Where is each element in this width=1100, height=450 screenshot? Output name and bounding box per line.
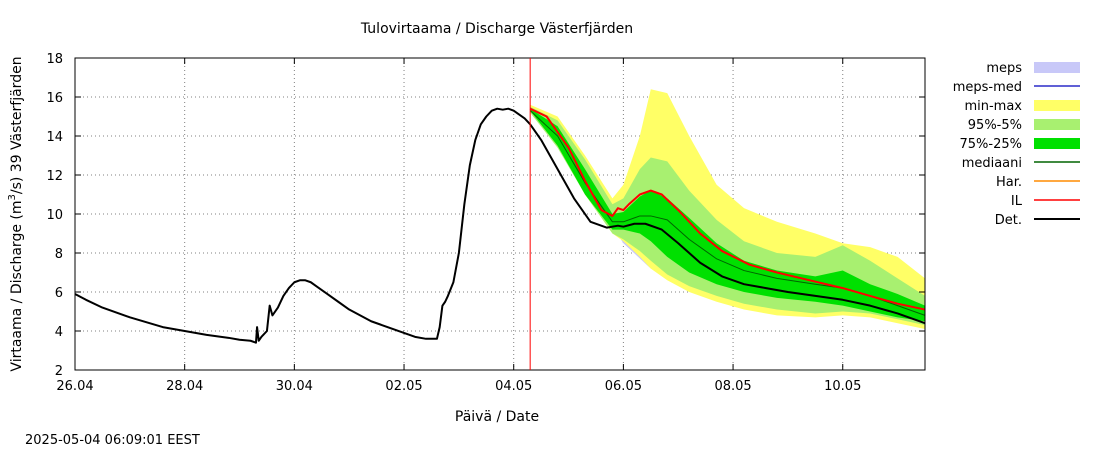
legend-label: meps-med	[953, 80, 1022, 95]
y-axis-label: Virtaama / Discharge (m3/s) 39 Västerfjä…	[7, 56, 25, 371]
y-axis-label-part2: /s) 39 Västerfjärden	[9, 56, 25, 194]
axis-ticks: 26.04 28.04 30.04 02.05 04.05 06.05 08.05 10.05…	[46, 52, 925, 394]
x-tick-label: 30.04	[276, 379, 313, 394]
plot-area-frame	[74, 57, 926, 371]
y-tick-label: 2	[55, 364, 63, 379]
series-il	[529, 107, 926, 311]
legend-label: meps	[986, 61, 1022, 76]
legend-label: 95%-5%	[968, 118, 1022, 133]
legend-label: 75%-25%	[960, 137, 1022, 152]
legend-label: Har.	[996, 175, 1022, 190]
legend-swatch	[1034, 100, 1080, 111]
legend-label: IL	[1011, 194, 1023, 209]
x-tick-label: 08.05	[714, 379, 751, 394]
legend-swatch	[1034, 62, 1080, 73]
x-tick-label: 26.04	[56, 379, 93, 394]
grid-lines	[75, 58, 925, 370]
legend: meps meps-med min-max 95%-5% 75%-25% mediaani…	[953, 61, 1080, 228]
forecast-bands	[530, 89, 925, 330]
y-tick-label: 18	[46, 52, 63, 67]
timestamp: 2025-05-04 06:09:01 EEST	[25, 433, 200, 448]
band-95-5-	[530, 106, 925, 326]
series-lines	[74, 107, 926, 344]
legend-swatch	[1034, 119, 1080, 130]
y-tick-label: 6	[55, 286, 63, 301]
legend-label: mediaani	[962, 156, 1022, 171]
y-axis-label-superscript: 3	[7, 194, 18, 200]
y-tick-label: 8	[55, 247, 63, 262]
x-tick-label: 06.05	[605, 379, 642, 394]
chart-title: Tulovirtaama / Discharge Västerfjärden	[360, 21, 633, 37]
y-axis-label-part1: Virtaama / Discharge (m	[9, 201, 25, 372]
y-tick-label: 10	[46, 208, 63, 223]
legend-label: Det.	[995, 213, 1022, 228]
legend-swatch	[1034, 138, 1080, 149]
y-tick-label: 14	[46, 130, 63, 145]
y-tick-label: 12	[46, 169, 63, 184]
x-tick-label: 28.04	[166, 379, 203, 394]
series-det	[74, 107, 926, 344]
x-tick-label: 10.05	[824, 379, 861, 394]
x-axis-label: Päivä / Date	[455, 409, 539, 425]
y-tick-label: 16	[46, 91, 63, 106]
x-tick-label: 04.05	[495, 379, 532, 394]
legend-label: min-max	[964, 99, 1022, 114]
y-tick-label: 4	[55, 325, 63, 340]
x-tick-label: 02.05	[385, 379, 422, 394]
